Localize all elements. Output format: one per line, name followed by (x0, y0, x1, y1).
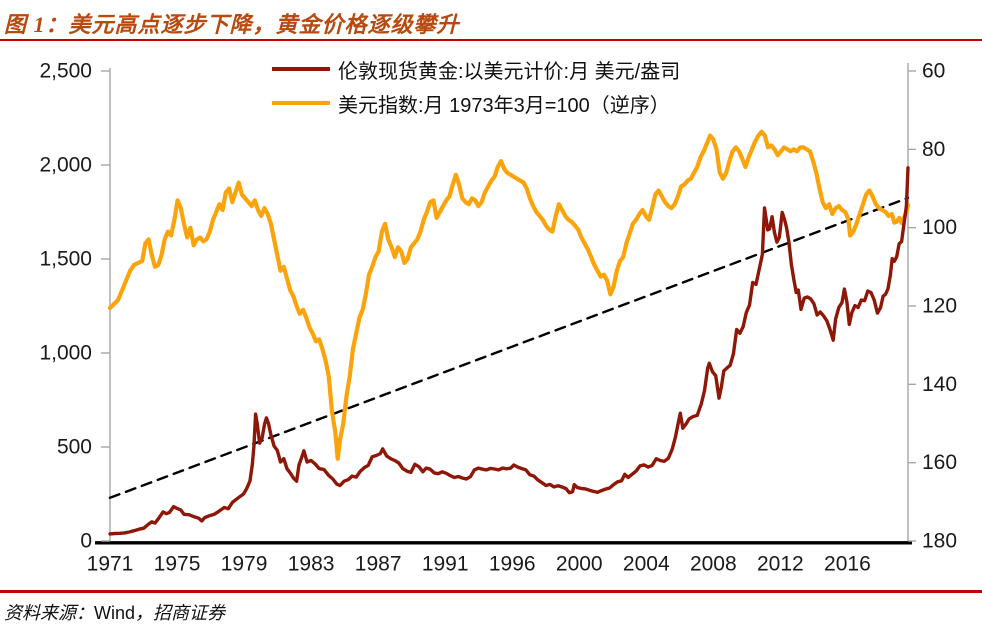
y-right-tick-label: 180 (922, 530, 957, 553)
legend-item-usd-index: 美元指数:月 1973年3月=100（逆序） (272, 86, 680, 120)
y-left-tick-label: 1,500 (39, 248, 92, 271)
y-left-tick-label: 2,000 (39, 154, 92, 177)
x-tick-label: 1971 (87, 553, 134, 576)
source-suffix: ，招商证券 (135, 603, 226, 623)
usd-line-swatch-icon (272, 101, 330, 105)
x-tick-label: 2000 (556, 553, 603, 576)
x-tick-label: 1996 (489, 553, 536, 576)
x-tick-label: 1975 (154, 553, 201, 576)
x-tick-label: 1983 (288, 553, 335, 576)
y-left-tick-label: 1,000 (39, 342, 92, 365)
source-prefix: 资料来源： (4, 603, 94, 623)
y-left-tick-label: 500 (57, 436, 92, 459)
y-left-tick-label: 0 (80, 530, 92, 553)
series-line-trend (108, 196, 910, 499)
legend-item-gold: 伦敦现货黄金:以美元计价:月 美元/盎司 (272, 52, 680, 86)
x-tick-label: 2004 (623, 553, 670, 576)
x-tick-label: 1987 (355, 553, 402, 576)
footer-rule (0, 590, 982, 593)
axis-ticks: 0 500 1,000 1,500 2,000 2,500 60 80 100 120 140 160… (39, 60, 957, 576)
legend-label-gold: 伦敦现货黄金:以美元计价:月 美元/盎司 (338, 60, 681, 83)
x-tick-label: 1979 (221, 553, 268, 576)
gold-line-swatch-icon (272, 67, 330, 71)
series-line-usd-index (107, 129, 911, 461)
header-rule (0, 38, 982, 41)
x-tick-label: 2012 (757, 553, 804, 576)
page-title: 图 1：美元高点逐步下降，黄金价格逐级攀升 (4, 12, 460, 37)
chart-legend: 伦敦现货黄金:以美元计价:月 美元/盎司 美元指数:月 1973年3月=100（… (272, 52, 680, 120)
series-lines (107, 129, 911, 536)
y-right-tick-label: 120 (922, 295, 957, 318)
series-line-gold (108, 166, 910, 536)
y-right-tick-label: 60 (922, 60, 945, 83)
y-right-tick-label: 160 (922, 451, 957, 474)
x-tick-label: 2008 (690, 553, 737, 576)
axes (95, 63, 912, 545)
source-vendor: Wind (94, 603, 136, 623)
y-right-tick-label: 100 (922, 216, 957, 239)
x-tick-label: 2016 (824, 553, 871, 576)
y-left-tick-label: 2,500 (39, 60, 92, 83)
source-note: 资料来源：Wind，招商证券 (4, 599, 225, 625)
x-tick-label: 1991 (422, 553, 469, 576)
y-right-tick-label: 140 (922, 373, 957, 396)
y-right-tick-label: 80 (922, 138, 945, 161)
legend-label-usd-index: 美元指数:月 1973年3月=100（逆序） (338, 94, 670, 117)
